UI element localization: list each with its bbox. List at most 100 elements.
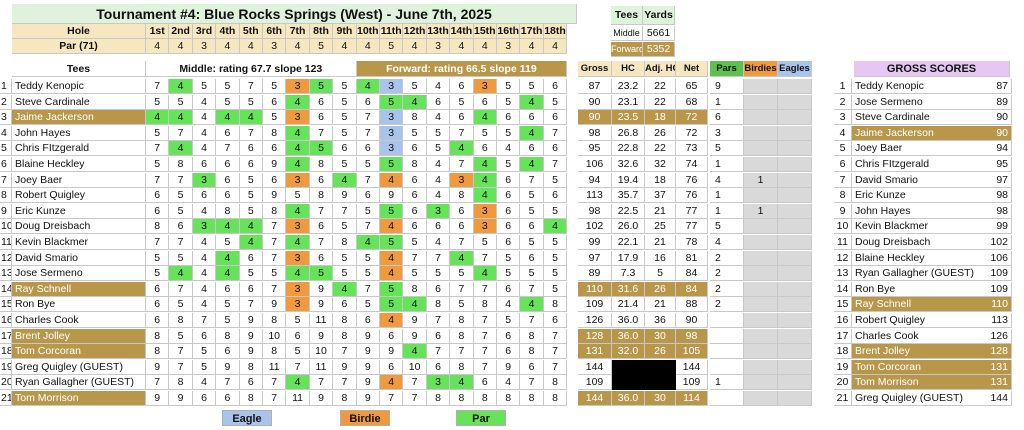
gross-name[interactable]: Ray Schnell (852, 297, 1012, 312)
player-name[interactable]: Eric Kunze (12, 204, 146, 219)
hole-score-14[interactable]: 7 (450, 344, 474, 359)
hole-score-16[interactable]: 5 (497, 79, 521, 94)
hole-score-3[interactable]: 4 (192, 282, 217, 297)
gross-score[interactable]: 131 (978, 375, 1012, 390)
gross-rank[interactable]: 4 (834, 126, 852, 141)
middle-tee-yards[interactable]: 5661 (643, 26, 675, 41)
hole-score-4[interactable]: 6 (216, 282, 240, 297)
hole-score-3[interactable]: 4 (192, 141, 217, 156)
hole-score-1[interactable]: 7 (146, 79, 170, 94)
hole-score-17[interactable]: 6 (520, 219, 544, 234)
hole-score-7[interactable]: 4 (286, 266, 310, 281)
hole-score-1[interactable]: 7 (146, 173, 170, 188)
stat-hc[interactable]: 7.3 (612, 266, 645, 281)
hole-score-10[interactable]: 9 (356, 391, 380, 406)
hole-score-11[interactable]: 3 (380, 79, 404, 94)
gross-scores-title[interactable]: GROSS SCORES (854, 61, 1010, 77)
hole-score-2[interactable]: 5 (169, 251, 193, 266)
pars-count[interactable]: 9 (710, 79, 744, 94)
gross-rank[interactable]: 1 (834, 79, 852, 94)
hole-score-11[interactable]: 4 (380, 375, 404, 390)
hole-score-1[interactable]: 5 (146, 157, 170, 172)
hole-score-10[interactable]: 9 (356, 375, 380, 390)
player-name[interactable]: Jose Sermeno (12, 266, 146, 281)
hole-score-16[interactable]: 6 (497, 188, 521, 203)
hole-score-11[interactable]: 4 (380, 251, 404, 266)
stat-hc[interactable]: 23.2 (612, 79, 645, 94)
row-number[interactable]: 5 (0, 141, 12, 156)
hole-score-18[interactable]: 8 (543, 375, 568, 390)
stat-hc[interactable]: 26.0 (612, 219, 645, 234)
pars-count[interactable] (710, 344, 744, 359)
stat-net[interactable]: 77 (676, 219, 708, 234)
stat-gross[interactable]: 106 (578, 157, 612, 172)
pars-count[interactable]: 1 (710, 188, 744, 203)
hole-score-6[interactable]: 5 (263, 266, 287, 281)
eagles-count[interactable] (778, 329, 812, 344)
hole-score-1[interactable]: 4 (146, 110, 170, 125)
hole-score-3[interactable]: 3 (192, 219, 217, 234)
hole-score-15[interactable]: 7 (473, 329, 497, 344)
hole-score-14[interactable]: 8 (450, 188, 474, 203)
stat-net[interactable]: 109 (676, 375, 708, 390)
hole-score-14[interactable]: 3 (450, 173, 474, 188)
row-number[interactable]: 8 (0, 188, 12, 203)
player-name[interactable]: Brent Jolley (12, 329, 146, 344)
hole-score-6[interactable]: 7 (263, 391, 287, 406)
hole-score-14[interactable]: 8 (450, 313, 474, 328)
hole-score-9[interactable]: 6 (333, 297, 357, 312)
hole-score-5[interactable]: 5 (239, 266, 263, 281)
stat-adj[interactable]: 21 (645, 297, 676, 312)
hole-par-3[interactable]: 3 (192, 39, 217, 54)
hole-score-9[interactable]: 7 (333, 375, 357, 390)
hole-score-5[interactable]: 7 (239, 79, 263, 94)
gross-score[interactable]: 94 (978, 141, 1012, 156)
hole-score-15[interactable]: 4 (473, 266, 497, 281)
hole-score-12[interactable]: 6 (403, 204, 427, 219)
hole-score-13[interactable]: 3 (426, 204, 451, 219)
hole-par-4[interactable]: 4 (216, 39, 240, 54)
hole-score-8[interactable]: 7 (309, 235, 334, 250)
hole-score-14[interactable]: 6 (450, 110, 474, 125)
hole-score-16[interactable]: 5 (497, 126, 521, 141)
hole-score-2[interactable]: 4 (169, 141, 193, 156)
player-name[interactable]: Ray Schnell (12, 282, 146, 297)
hole-score-18[interactable]: 6 (543, 110, 568, 125)
row-number[interactable]: 18 (0, 344, 12, 359)
hole-score-12[interactable]: 8 (403, 282, 427, 297)
hole-score-2[interactable]: 4 (169, 266, 193, 281)
hole-score-7[interactable]: 3 (286, 173, 310, 188)
hole-score-6[interactable]: 7 (263, 375, 287, 390)
player-name[interactable]: Tom Corcoran (12, 344, 146, 359)
hole-score-3[interactable]: 5 (192, 344, 217, 359)
hole-score-5[interactable]: 4 (239, 110, 263, 125)
hole-score-18[interactable]: 6 (543, 188, 568, 203)
hole-score-6[interactable]: 6 (263, 141, 287, 156)
stat-adj[interactable]: 22 (645, 141, 676, 156)
hole-score-2[interactable]: 5 (169, 95, 193, 110)
stat-adj[interactable]: 5 (645, 266, 676, 281)
birdies-count[interactable] (744, 95, 778, 110)
stat-net[interactable]: 77 (676, 204, 708, 219)
hole-score-13[interactable]: 6 (426, 219, 451, 234)
hole-score-3[interactable]: 4 (192, 235, 217, 250)
stat-hc[interactable]: 26.8 (612, 126, 645, 141)
hole-score-18[interactable]: 5 (543, 251, 568, 266)
hole-header-4[interactable]: 4th (216, 24, 240, 39)
gross-rank[interactable]: 13 (834, 266, 852, 281)
hole-score-9[interactable]: 8 (333, 391, 357, 406)
stat-net[interactable]: 65 (676, 79, 708, 94)
hole-header-9[interactable]: 9th (333, 24, 357, 39)
pars-count[interactable]: 4 (710, 235, 744, 250)
pars-count[interactable]: 2 (710, 266, 744, 281)
hole-score-17[interactable]: 7 (520, 282, 544, 297)
hole-score-6[interactable]: 9 (263, 157, 287, 172)
hole-header-10[interactable]: 10th (356, 24, 380, 39)
birdies-count[interactable] (744, 344, 778, 359)
hole-score-18[interactable]: 5 (543, 95, 568, 110)
hole-score-13[interactable]: 7 (426, 313, 451, 328)
player-name[interactable]: David Smario (12, 251, 146, 266)
hole-score-16[interactable]: 6 (497, 110, 521, 125)
hole-score-18[interactable]: 5 (543, 235, 568, 250)
hole-score-12[interactable]: 7 (403, 251, 427, 266)
